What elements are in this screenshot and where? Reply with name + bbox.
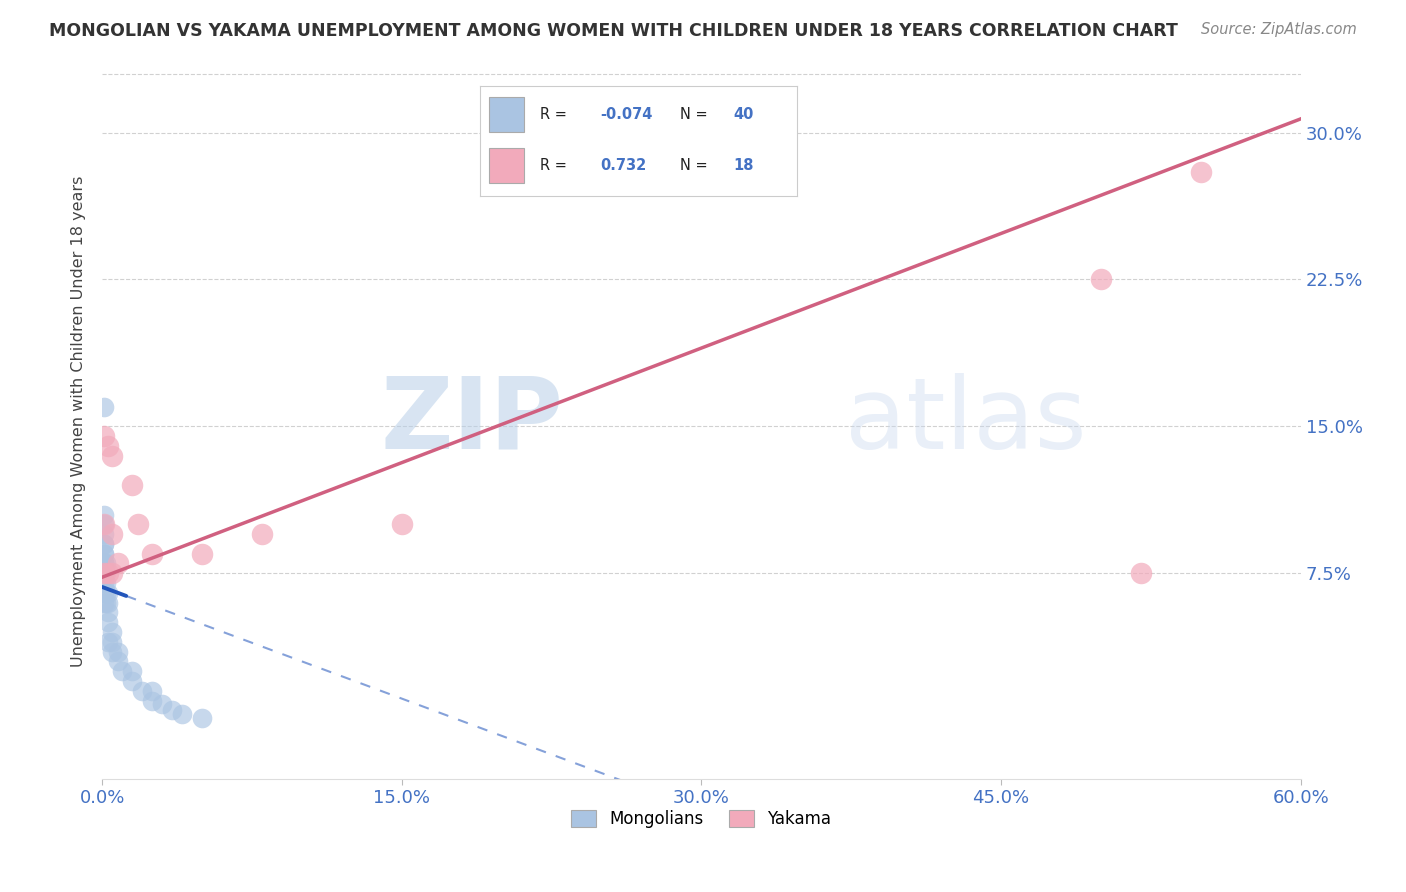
Point xyxy=(191,711,214,725)
Point xyxy=(96,596,118,610)
Point xyxy=(121,664,143,678)
Point xyxy=(107,645,129,659)
Point xyxy=(93,547,115,561)
Legend: Mongolians, Yakama: Mongolians, Yakama xyxy=(565,804,838,835)
Point xyxy=(93,517,115,532)
Point xyxy=(101,566,124,581)
Point xyxy=(111,664,134,678)
Point xyxy=(107,557,129,571)
Point xyxy=(96,576,118,591)
Point xyxy=(127,517,149,532)
Point xyxy=(391,517,413,532)
Point xyxy=(93,508,115,522)
Point xyxy=(97,439,120,453)
Point xyxy=(96,557,118,571)
Point xyxy=(93,576,115,591)
Point xyxy=(97,606,120,620)
Point xyxy=(97,596,120,610)
Point xyxy=(141,693,163,707)
Point xyxy=(93,547,115,561)
Point xyxy=(191,547,214,561)
Text: ZIP: ZIP xyxy=(381,373,564,470)
Point xyxy=(93,429,115,443)
Point xyxy=(97,586,120,600)
Point xyxy=(93,566,115,581)
Text: Source: ZipAtlas.com: Source: ZipAtlas.com xyxy=(1201,22,1357,37)
Point xyxy=(150,698,173,712)
Point xyxy=(1189,165,1212,179)
Point xyxy=(97,615,120,630)
Point xyxy=(172,707,194,722)
Point xyxy=(121,478,143,492)
Point xyxy=(250,527,273,541)
Point xyxy=(101,527,124,541)
Point xyxy=(93,566,115,581)
Point xyxy=(96,586,118,600)
Text: atlas: atlas xyxy=(845,373,1087,470)
Point xyxy=(93,596,115,610)
Point xyxy=(160,703,183,717)
Point xyxy=(97,635,120,649)
Point xyxy=(101,625,124,640)
Point xyxy=(107,654,129,668)
Y-axis label: Unemployment Among Women with Children Under 18 years: Unemployment Among Women with Children U… xyxy=(72,176,86,667)
Point xyxy=(101,635,124,649)
Point xyxy=(131,683,153,698)
Text: MONGOLIAN VS YAKAMA UNEMPLOYMENT AMONG WOMEN WITH CHILDREN UNDER 18 YEARS CORREL: MONGOLIAN VS YAKAMA UNEMPLOYMENT AMONG W… xyxy=(49,22,1178,40)
Point xyxy=(101,449,124,463)
Point xyxy=(93,566,115,581)
Point xyxy=(93,517,115,532)
Point xyxy=(93,586,115,600)
Point xyxy=(1129,566,1152,581)
Point xyxy=(141,683,163,698)
Point xyxy=(101,645,124,659)
Point xyxy=(141,547,163,561)
Point xyxy=(96,566,118,581)
Point xyxy=(93,400,115,414)
Point xyxy=(93,557,115,571)
Point xyxy=(1090,272,1112,286)
Point xyxy=(97,566,120,581)
Point xyxy=(121,673,143,688)
Point xyxy=(93,527,115,541)
Point xyxy=(93,557,115,571)
Point xyxy=(93,537,115,551)
Point xyxy=(93,537,115,551)
